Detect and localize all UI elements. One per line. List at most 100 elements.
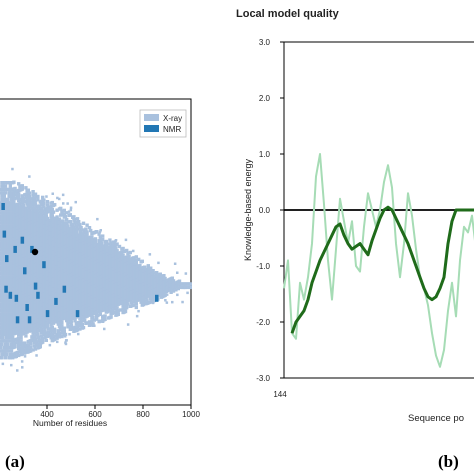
xray-point	[176, 271, 179, 274]
xray-point	[115, 306, 119, 310]
xray-point	[188, 282, 192, 286]
xray-point	[143, 265, 147, 269]
xray-point	[120, 250, 124, 254]
xray-point	[103, 317, 107, 321]
xray-point	[83, 318, 87, 323]
xray-point	[63, 335, 67, 338]
xray-point	[33, 347, 38, 351]
xray-point	[92, 318, 96, 322]
xray-point	[188, 285, 192, 290]
xray-point	[56, 196, 59, 200]
xray-point	[176, 286, 180, 291]
xray-point	[101, 320, 105, 323]
xray-point	[93, 324, 96, 327]
xray-point	[49, 204, 53, 209]
xray-point	[69, 206, 73, 209]
xray-point	[33, 337, 38, 341]
xray-point	[19, 336, 23, 340]
nmr-point	[8, 291, 13, 299]
xray-point	[164, 299, 167, 302]
xray-point	[20, 360, 24, 363]
xray-point	[55, 336, 59, 340]
xray-point	[32, 206, 36, 210]
xray-point	[74, 224, 78, 228]
xray-point	[6, 342, 10, 346]
xray-point	[79, 225, 83, 230]
xray-point	[12, 194, 16, 198]
xray-point	[49, 322, 53, 327]
xray-point	[24, 206, 28, 210]
xray-point	[151, 301, 155, 305]
xray-point	[68, 213, 72, 217]
nmr-point	[33, 282, 38, 290]
xray-point	[85, 233, 89, 237]
xray-point	[93, 237, 98, 241]
xray-point	[1, 184, 5, 188]
xray-point	[140, 259, 144, 263]
xray-point	[176, 293, 179, 297]
xray-point	[110, 311, 114, 315]
xray-point	[7, 349, 11, 353]
xray-point	[113, 310, 117, 314]
xray-point	[2, 197, 6, 202]
xray-point	[89, 228, 93, 233]
xray-point	[132, 303, 136, 307]
xray-point	[126, 251, 130, 256]
xray-point	[122, 249, 126, 254]
xray-point	[26, 188, 30, 192]
xray-point	[15, 202, 20, 207]
xray-point	[63, 225, 68, 229]
xray-point	[2, 194, 6, 198]
xray-point	[61, 219, 65, 223]
xray-point	[96, 313, 100, 318]
xray-point	[91, 322, 95, 326]
xray-point	[107, 242, 111, 246]
xray-point	[123, 309, 128, 314]
xray-point	[186, 291, 189, 295]
xray-point	[101, 244, 105, 248]
xray-point	[108, 238, 112, 242]
nmr-point	[30, 245, 34, 253]
xray-point	[158, 272, 162, 276]
xray-point	[84, 227, 88, 231]
xray-point	[143, 299, 147, 303]
nmr-point	[5, 255, 9, 263]
xray-point	[174, 288, 178, 292]
xray-point	[20, 352, 24, 356]
xray-point	[11, 352, 15, 357]
xray-point	[81, 228, 86, 232]
xray-point	[79, 320, 83, 324]
xray-point	[57, 220, 62, 225]
xray-point	[63, 215, 68, 219]
nmr-point	[62, 285, 67, 293]
xray-point	[149, 296, 153, 301]
panel-a-x-ticks: 400 600 800 1000	[40, 405, 200, 419]
xray-point	[72, 215, 76, 219]
xray-point	[51, 210, 56, 214]
series-line-dark	[290, 205, 474, 334]
xray-point	[21, 366, 24, 369]
y-tick-label: -1.0	[256, 262, 270, 271]
legend-swatch-xray	[144, 114, 159, 121]
xray-point	[27, 208, 32, 212]
xray-point	[23, 200, 27, 204]
xray-point	[74, 231, 78, 235]
xray-point	[109, 315, 113, 319]
xray-point	[17, 195, 21, 199]
nmr-point	[14, 294, 19, 302]
xray-point	[68, 333, 71, 336]
xray-point	[98, 235, 102, 239]
xray-point	[6, 335, 10, 340]
nmr-points	[1, 203, 159, 324]
xray-point	[0, 342, 4, 346]
xray-point	[13, 186, 17, 191]
xray-point	[104, 243, 108, 247]
xray-point	[53, 334, 57, 338]
xray-point	[119, 308, 123, 312]
nmr-point	[75, 310, 80, 318]
xray-point	[17, 192, 21, 196]
xray-point	[87, 313, 92, 317]
xray-point	[57, 331, 62, 336]
xray-point	[0, 191, 3, 195]
xray-point	[162, 274, 166, 278]
